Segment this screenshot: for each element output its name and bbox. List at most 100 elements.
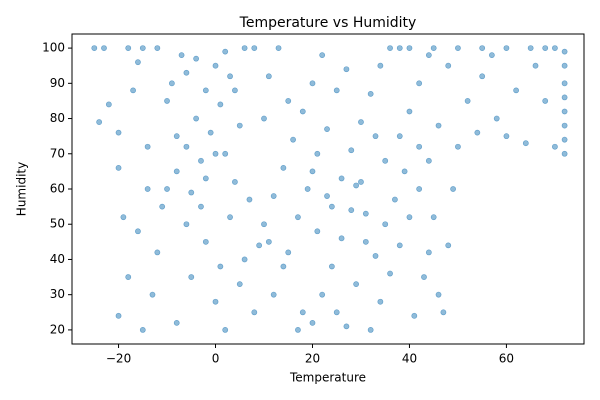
plot-frame	[71, 33, 585, 345]
point	[401, 168, 408, 175]
point	[430, 45, 437, 51]
point	[445, 62, 452, 69]
point	[193, 115, 200, 122]
y-tick-label: 70	[50, 146, 65, 160]
point	[338, 235, 345, 242]
point	[396, 133, 403, 140]
point	[188, 189, 195, 196]
point	[421, 274, 427, 280]
point	[105, 101, 112, 108]
point	[295, 214, 301, 221]
point	[425, 157, 432, 164]
point	[527, 45, 534, 51]
point	[173, 319, 180, 326]
chart-title: Temperature vs Humidity	[239, 15, 417, 31]
point	[251, 45, 258, 51]
point	[561, 150, 568, 157]
point	[256, 242, 263, 249]
point	[241, 256, 248, 263]
point	[304, 186, 311, 192]
point	[542, 45, 549, 51]
x-tick-label: 20	[305, 352, 320, 366]
point	[488, 52, 495, 59]
point	[503, 133, 510, 140]
point	[222, 48, 229, 55]
x-tick-label: −20	[106, 352, 131, 366]
point	[299, 108, 306, 115]
point	[358, 119, 364, 125]
point	[270, 193, 277, 199]
point	[115, 164, 122, 171]
point	[362, 210, 369, 217]
x-tick-label: 0	[212, 352, 220, 366]
point	[522, 140, 529, 147]
point	[135, 228, 141, 235]
point	[474, 129, 481, 136]
point	[139, 327, 146, 333]
point	[135, 59, 141, 66]
point	[367, 90, 374, 97]
point	[202, 175, 209, 182]
point	[406, 108, 413, 115]
point	[168, 80, 175, 87]
point	[309, 168, 316, 175]
point	[120, 214, 127, 221]
point	[115, 312, 122, 319]
point	[285, 249, 292, 256]
point	[382, 157, 389, 164]
y-tick-label: 30	[50, 287, 65, 301]
point	[455, 143, 461, 150]
point	[251, 309, 258, 316]
point	[450, 186, 456, 192]
point	[212, 150, 219, 157]
point	[387, 45, 393, 51]
point	[125, 274, 132, 280]
point	[362, 238, 369, 245]
point	[285, 98, 292, 104]
point	[236, 281, 243, 288]
point	[561, 62, 568, 69]
point	[396, 242, 403, 249]
point	[101, 45, 107, 51]
point	[416, 80, 423, 87]
point	[464, 98, 471, 104]
point	[338, 175, 345, 182]
point	[561, 136, 568, 143]
point	[324, 193, 330, 199]
x-tick-label: 40	[402, 352, 417, 366]
point	[217, 101, 224, 108]
point	[265, 73, 272, 80]
point	[265, 238, 272, 245]
y-tick-label: 90	[50, 76, 65, 90]
y-tick-label: 60	[50, 182, 65, 196]
point	[406, 45, 413, 51]
point	[416, 186, 423, 192]
point	[212, 298, 219, 305]
point	[96, 119, 103, 125]
point	[173, 168, 180, 175]
point	[261, 221, 267, 228]
point	[222, 327, 229, 333]
point	[236, 122, 243, 129]
point	[178, 52, 185, 59]
point	[183, 143, 190, 150]
point	[139, 45, 146, 51]
point	[367, 327, 374, 333]
point	[270, 291, 277, 298]
point	[130, 87, 136, 94]
point	[222, 150, 229, 157]
point	[183, 221, 190, 228]
point	[561, 108, 568, 115]
point	[425, 52, 432, 59]
point	[348, 207, 355, 214]
point	[275, 45, 282, 51]
point	[372, 133, 379, 140]
point	[411, 312, 418, 319]
point	[493, 115, 500, 122]
point	[406, 214, 413, 221]
point	[372, 253, 379, 259]
point	[232, 179, 238, 185]
point	[479, 73, 486, 80]
point	[193, 55, 200, 62]
